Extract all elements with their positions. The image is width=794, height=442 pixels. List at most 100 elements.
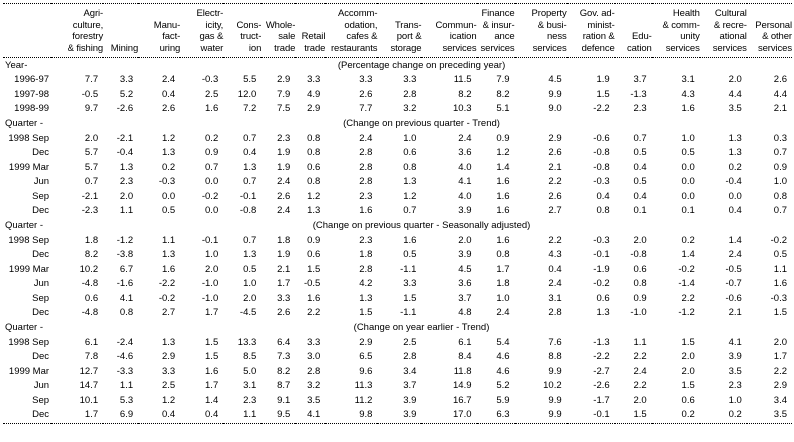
table-row: Sep 10.1 5.3 1.2 1.4 2.3 9.1 3.5 11.2 3.9 16.7 5.9 9… <box>3 394 792 409</box>
row-label: Dec <box>32 249 50 261</box>
value-cell: -0.2 <box>770 234 787 246</box>
value-cell: 3.3 <box>403 278 417 290</box>
value-cell: 4.1 <box>307 409 321 421</box>
value-cell: 2.3 <box>728 380 742 392</box>
value-cell: -2.2 <box>593 103 610 115</box>
value-cell: 4.5 <box>458 263 472 275</box>
value-cell: 4.1 <box>458 176 472 188</box>
value-cell: -2.2 <box>158 278 176 290</box>
value-cell: 6.7 <box>119 263 134 275</box>
value-cell: 7.7 <box>84 74 99 86</box>
value-cell: 5.1 <box>496 103 510 115</box>
value-cell: 2.5 <box>403 336 417 348</box>
column-header: Personal & other services <box>746 3 792 58</box>
row-label: 1999 Mar <box>8 263 50 275</box>
value-cell: 13.3 <box>237 336 257 348</box>
value-cell: 0.2 <box>728 409 742 421</box>
value-cell: -0.1 <box>593 409 610 421</box>
value-cell: 0.7 <box>243 234 257 246</box>
section-label: Quarter - <box>5 322 44 333</box>
value-cell: 2.2 <box>773 365 787 377</box>
value-cell: 0.4 <box>161 409 176 421</box>
value-cell: 2.2 <box>633 351 647 363</box>
value-cell: 4.1 <box>728 336 742 348</box>
value-cell: 10.2 <box>543 380 562 392</box>
value-cell: -1.3 <box>593 336 610 348</box>
value-cell: 1.5 <box>307 263 321 275</box>
value-cell: 1.9 <box>277 161 291 173</box>
value-cell: 3.9 <box>458 205 472 217</box>
value-cell: 1.1 <box>119 205 134 217</box>
value-cell: 1.1 <box>633 336 647 348</box>
value-cell: 3.6 <box>458 147 472 159</box>
value-cell: 2.2 <box>681 292 695 304</box>
value-cell: -1.0 <box>201 278 219 290</box>
value-cell: -1.2 <box>678 307 695 319</box>
value-cell: 3.0 <box>307 351 321 363</box>
value-cell: 2.0 <box>633 394 647 406</box>
value-cell: 0.8 <box>307 147 321 159</box>
value-cell: 3.7 <box>458 292 472 304</box>
value-cell: 8.2 <box>84 249 99 261</box>
table-row: Jun 14.7 1.1 2.5 1.7 3.1 8.7 3.2 11.3 3.7 14.9 5.2 1… <box>3 379 792 394</box>
value-cell: -4.8 <box>81 307 99 319</box>
value-cell: 5.5 <box>243 74 257 86</box>
value-cell: 2.4 <box>277 205 291 217</box>
value-cell: 3.1 <box>548 292 562 304</box>
row-label: Sep <box>32 190 50 202</box>
row-label: Sep <box>32 394 50 406</box>
value-cell: 11.3 <box>354 380 373 392</box>
value-cell: 1.5 <box>359 307 373 319</box>
value-cell: 4.5 <box>548 74 562 86</box>
value-cell: 14.7 <box>79 380 99 392</box>
value-cell: 2.7 <box>161 307 176 319</box>
column-header: Gov. ad- minist- ration & defence <box>566 3 615 58</box>
value-cell: 0.4 <box>243 147 257 159</box>
value-cell: 2.0 <box>243 292 257 304</box>
value-cell: 2.0 <box>458 234 472 246</box>
value-cell: 3.3 <box>119 74 134 86</box>
value-cell: -0.5 <box>725 263 742 275</box>
value-cell: 1.4 <box>728 234 742 246</box>
value-cell: 1.7 <box>773 351 787 363</box>
section-subtitle: (Change on previous quarter - Trend) <box>343 118 500 129</box>
value-cell: 0.4 <box>728 205 742 217</box>
value-cell: 1.8 <box>277 234 291 246</box>
value-cell: -0.8 <box>593 147 610 159</box>
value-cell: 2.0 <box>205 263 219 275</box>
value-cell: 7.3 <box>277 351 291 363</box>
value-cell: -0.4 <box>116 147 134 159</box>
value-cell: 2.5 <box>161 380 176 392</box>
value-cell: 5.7 <box>84 161 99 173</box>
row-label: Jun <box>33 278 50 290</box>
row-label: Dec <box>32 147 50 159</box>
row-label: 1998-99 <box>14 103 50 115</box>
value-cell: 2.4 <box>728 249 742 261</box>
value-cell: -0.3 <box>770 292 787 304</box>
value-cell: 2.8 <box>403 88 417 100</box>
value-cell: -3.8 <box>116 249 134 261</box>
value-cell: 3.5 <box>728 365 742 377</box>
value-cell: 8.4 <box>458 351 472 363</box>
value-cell: 1.7 <box>84 409 99 421</box>
value-cell: 2.8 <box>359 263 373 275</box>
section-header-row: Quarter - (Change on year earlier - Trend… <box>3 321 792 336</box>
industry-change-table: Agri- culture, forestry & fishing Mining M… <box>3 3 792 424</box>
table-row: 1999 Mar 5.7 1.3 0.2 0.7 1.3 1.9 0.6 2.8 0.8 4.0 1.… <box>3 161 792 176</box>
value-cell: -1.2 <box>116 234 134 246</box>
value-cell: 6.4 <box>277 336 291 348</box>
value-cell: 0.7 <box>205 161 219 173</box>
value-cell: 8.2 <box>496 88 510 100</box>
value-cell: 1.3 <box>359 292 373 304</box>
value-cell: 8.8 <box>548 351 562 363</box>
value-cell: 7.6 <box>548 336 562 348</box>
table-row: 1998-99 9.7 -2.6 2.6 1.6 7.2 7.5 2.9 7.7 3.2 10.3 5… <box>3 102 792 117</box>
row-label: 1998 Sep <box>8 132 50 144</box>
value-cell: 2.6 <box>548 147 562 159</box>
value-cell: 6.1 <box>84 336 99 348</box>
value-cell: 2.8 <box>307 365 321 377</box>
value-cell: 2.8 <box>359 147 373 159</box>
column-header: Accomm- odation, cafes & restaurants <box>325 3 378 58</box>
row-label: Jun <box>33 176 50 188</box>
value-cell: 1.9 <box>277 147 291 159</box>
